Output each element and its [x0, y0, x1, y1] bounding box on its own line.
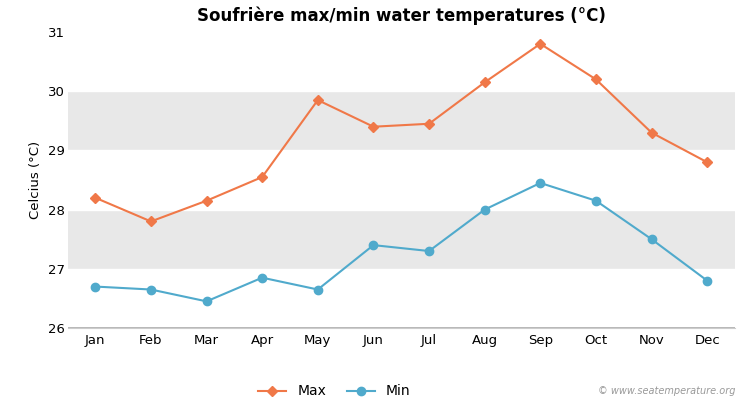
Min	[146, 287, 155, 292]
Bar	[68, 91, 735, 150]
Line: Max: Max	[92, 40, 711, 225]
Max	[202, 198, 211, 203]
Min	[536, 180, 544, 185]
Min	[369, 243, 378, 248]
Y-axis label: Celcius (°C): Celcius (°C)	[29, 141, 42, 219]
Max	[258, 175, 267, 180]
Max	[146, 219, 155, 224]
Min	[424, 249, 433, 254]
Min	[202, 299, 211, 304]
Max	[536, 42, 544, 46]
Line: Min: Min	[92, 179, 711, 306]
Min	[480, 207, 489, 212]
Max	[314, 98, 322, 102]
Max	[703, 160, 712, 165]
Legend: Max, Min: Max, Min	[253, 379, 416, 400]
Max	[647, 130, 656, 135]
Min	[258, 275, 267, 280]
Min	[91, 284, 100, 289]
Bar	[68, 210, 735, 269]
Title: Soufrière max/min water temperatures (°C): Soufrière max/min water temperatures (°C…	[196, 6, 606, 25]
Max	[424, 121, 433, 126]
Max	[91, 195, 100, 200]
Max	[369, 124, 378, 129]
Max	[592, 77, 601, 82]
Max	[480, 80, 489, 85]
Min	[592, 198, 601, 203]
Min	[647, 237, 656, 242]
Text: © www.seatemperature.org: © www.seatemperature.org	[598, 386, 735, 396]
Min	[703, 278, 712, 283]
Min	[314, 287, 322, 292]
